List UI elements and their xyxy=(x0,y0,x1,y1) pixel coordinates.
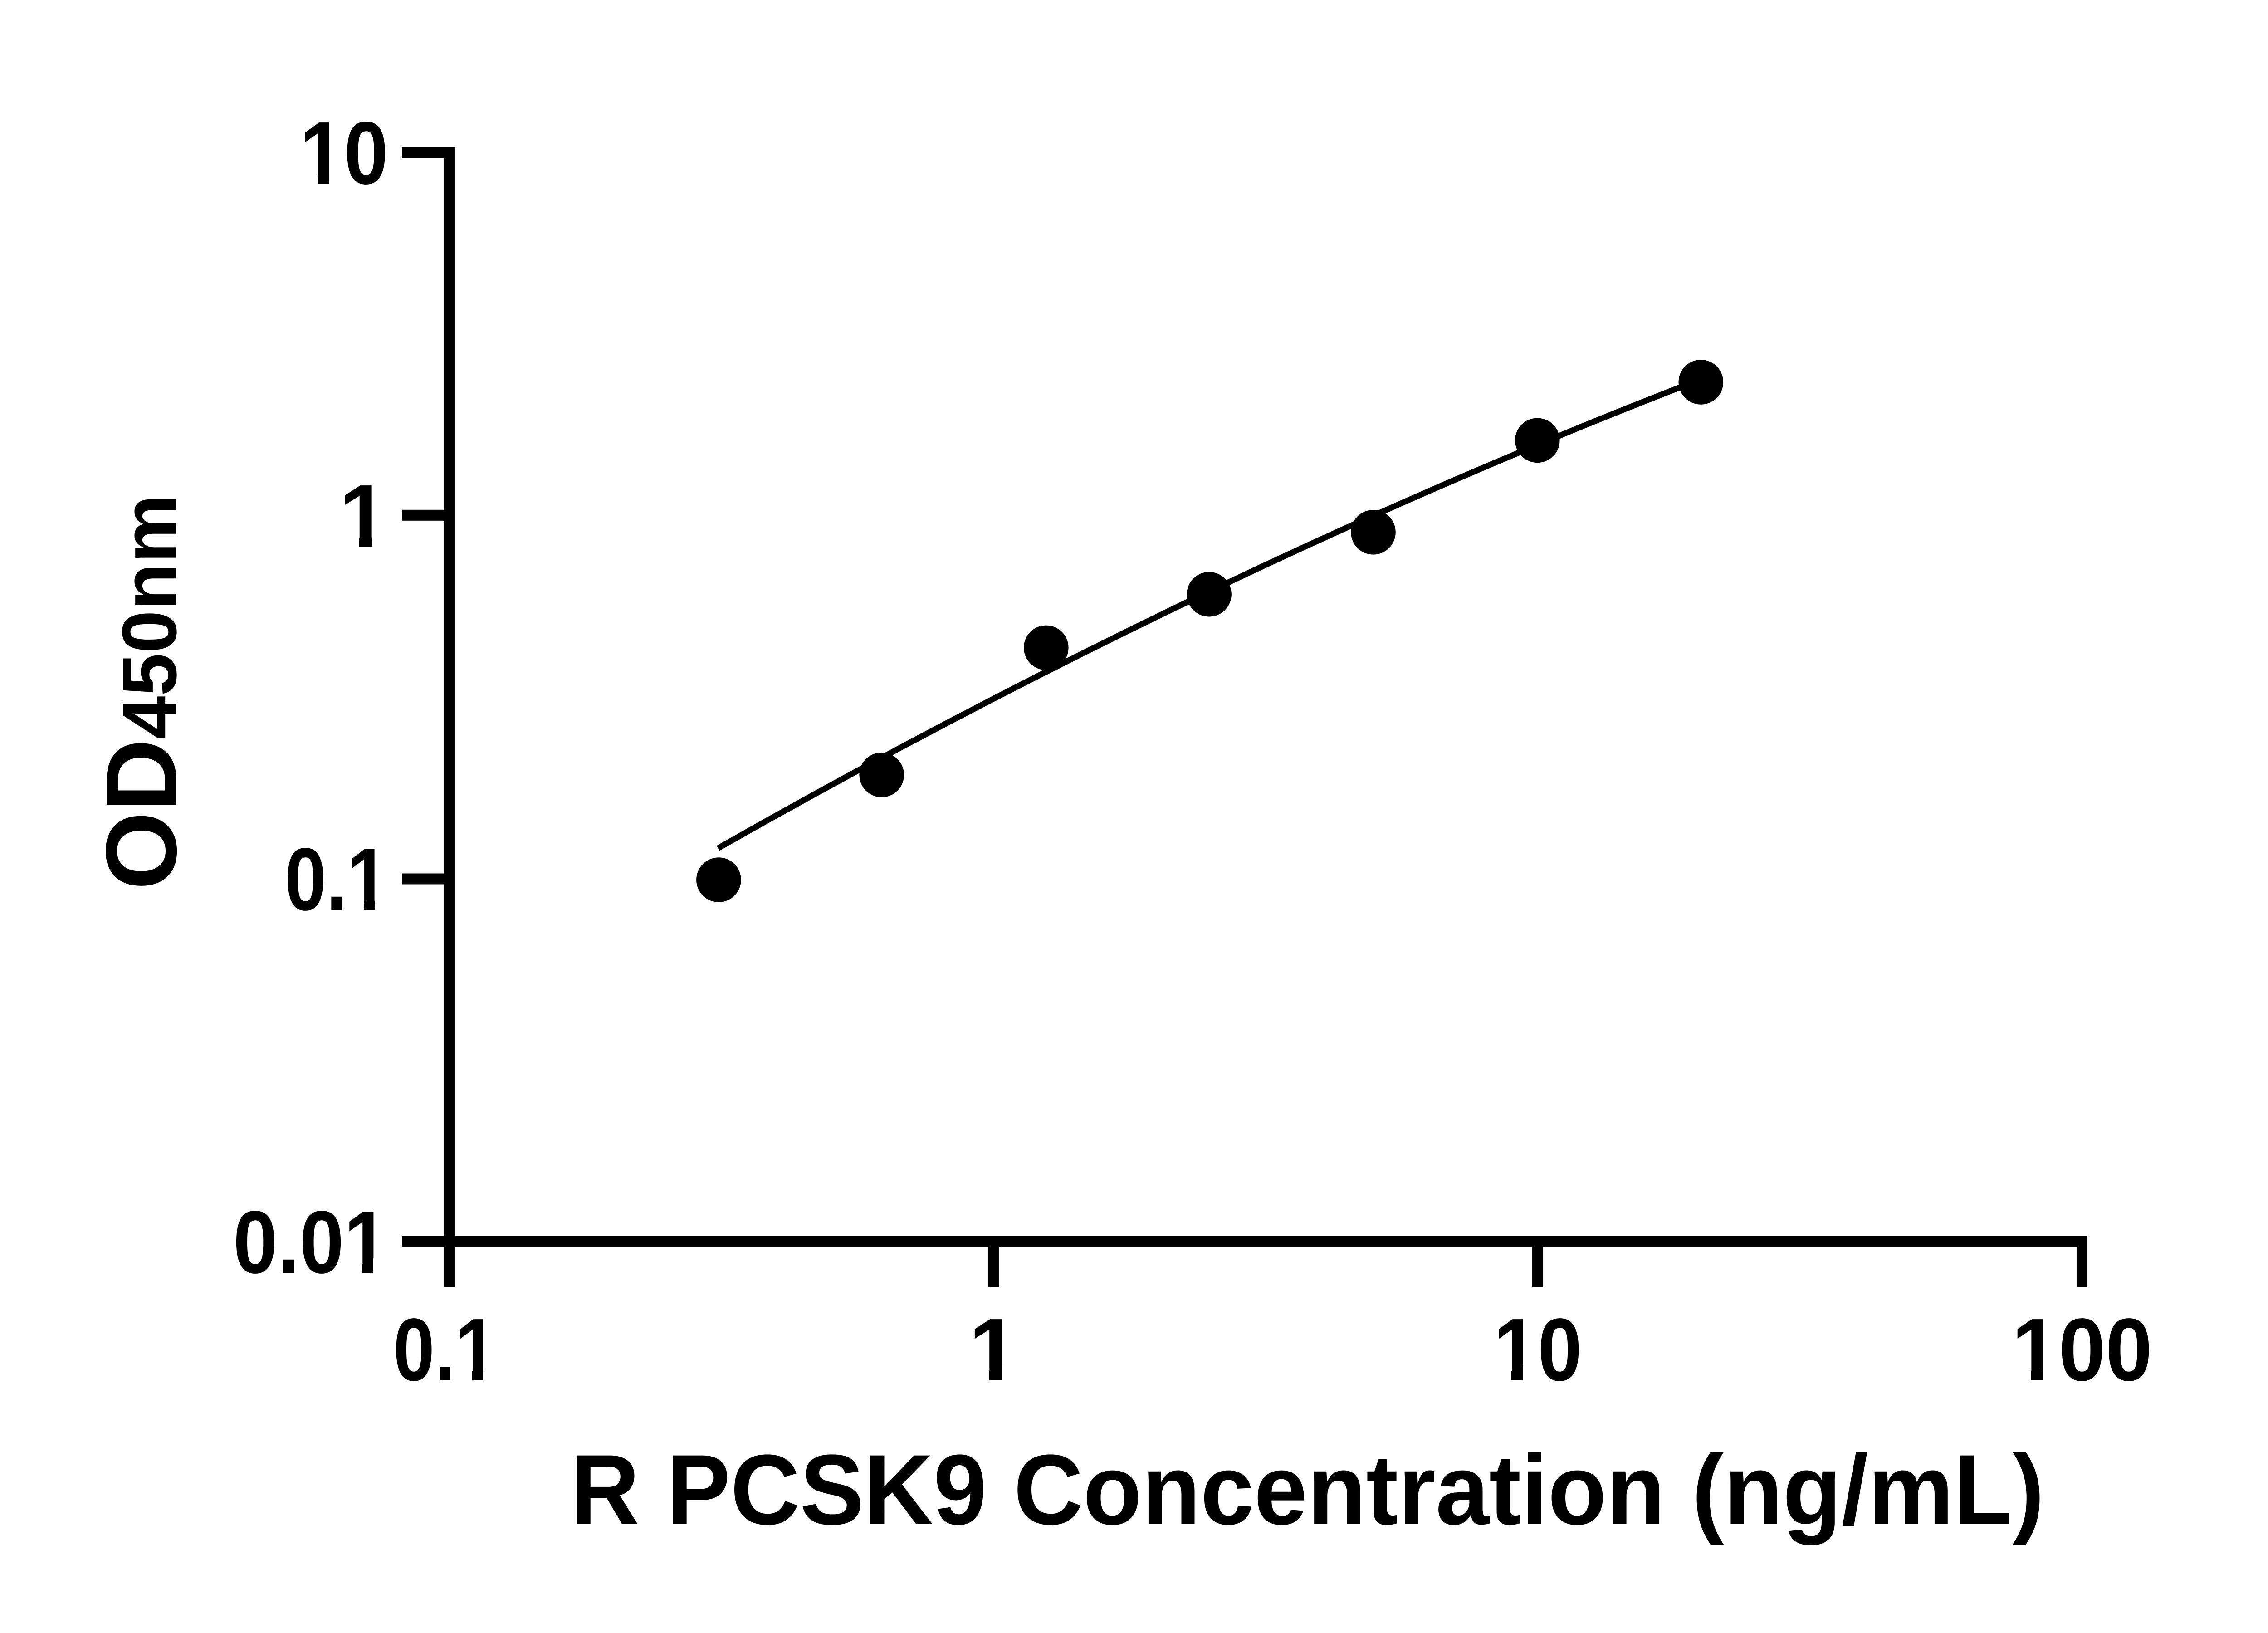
svg-text:OD450nm: OD450nm xyxy=(85,494,198,890)
svg-text:0.1: 0.1 xyxy=(393,1300,497,1399)
svg-text:0.01: 0.01 xyxy=(233,1193,388,1292)
svg-text:10: 10 xyxy=(1494,1300,1582,1399)
svg-text:1: 1 xyxy=(968,1300,1018,1399)
svg-text:0.1: 0.1 xyxy=(285,830,388,929)
svg-text:1: 1 xyxy=(339,466,388,566)
svg-text:100: 100 xyxy=(2012,1300,2152,1399)
svg-text:R PCSK9 Concentration (ng/mL): R PCSK9 Concentration (ng/mL) xyxy=(570,1434,2044,1545)
svg-text:10: 10 xyxy=(300,103,388,203)
